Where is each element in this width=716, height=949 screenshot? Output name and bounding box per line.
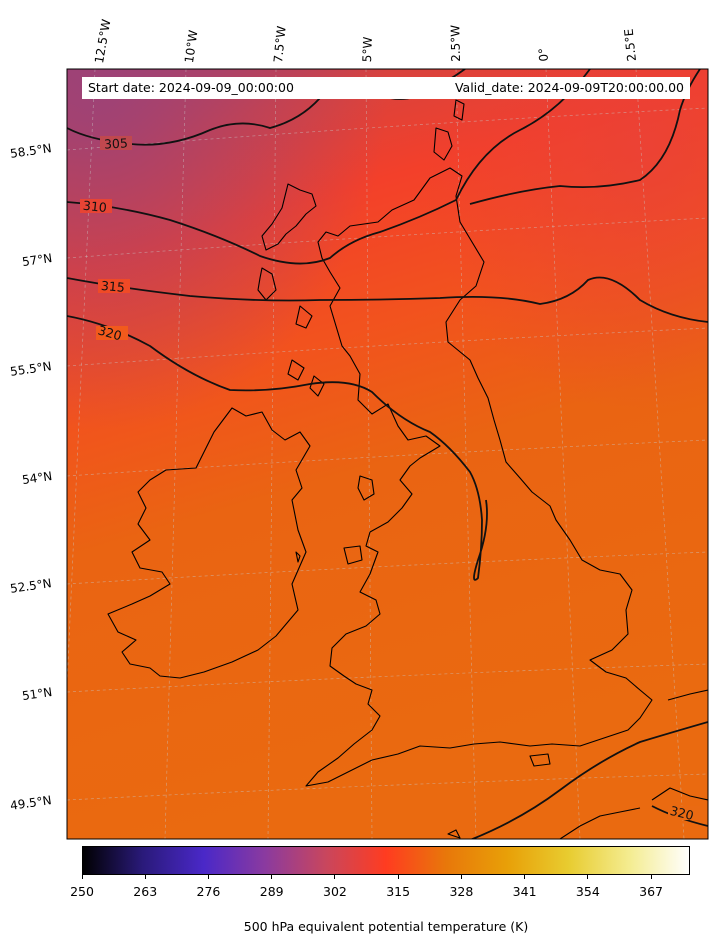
colorbar-tick-mark xyxy=(650,875,652,879)
contour-315 xyxy=(67,276,708,323)
graticule xyxy=(67,69,708,839)
contour-310 xyxy=(67,69,591,265)
colorbar-tick-label: 289 xyxy=(259,884,284,899)
colorbar-tick-mark xyxy=(81,875,83,879)
contour-320 xyxy=(67,315,488,581)
contour-label: 320 xyxy=(668,803,695,823)
contour-label: 315 xyxy=(100,278,125,295)
start-date: Start date: 2024-09-09_00:00:00 xyxy=(88,80,294,95)
lon-label: 5°W xyxy=(360,36,375,63)
lon-label: 0° xyxy=(536,47,551,62)
contour-label: 320 xyxy=(96,322,123,343)
colorbar-tick-label: 302 xyxy=(322,884,347,899)
colorbar-tick-label: 328 xyxy=(449,884,474,899)
colorbar-gradient xyxy=(82,846,690,875)
colorbar-label: 500 hPa equivalent potential temperature… xyxy=(243,919,529,934)
colorbar-tick-label: 263 xyxy=(133,884,158,899)
lon-label: 2.5°W xyxy=(448,24,463,62)
contour-label: 310 xyxy=(82,198,107,215)
colorbar-tick-label: 341 xyxy=(512,884,537,899)
colorbar xyxy=(82,846,690,875)
colorbar-tick-label: 315 xyxy=(386,884,411,899)
colorbar-tick-label: 250 xyxy=(70,884,94,899)
contour-label: 305 xyxy=(104,135,129,151)
colorbar-tick-label: 276 xyxy=(196,884,221,899)
colorbar-tick-label: 367 xyxy=(639,884,664,899)
colorbar-tick-mark xyxy=(271,875,273,879)
colorbar-tick-mark xyxy=(334,875,336,879)
colorbar-tick-label: 354 xyxy=(575,884,600,899)
date-info-box: Start date: 2024-09-09_00:00:00 Valid_da… xyxy=(82,77,690,99)
colorbar-tick-mark xyxy=(587,875,589,879)
colorbar-tick-mark xyxy=(397,875,399,879)
contour-label-group: 305 310 315 320 320 xyxy=(80,135,700,823)
valid-date: Valid_date: 2024-09-09T20:00:00.00 xyxy=(454,80,684,95)
colorbar-tick-mark xyxy=(460,875,462,879)
colorbar-tick-mark xyxy=(144,875,146,879)
colorbar-tick-mark xyxy=(524,875,526,879)
colorbar-tick-mark xyxy=(207,875,209,879)
coastlines xyxy=(107,99,708,839)
